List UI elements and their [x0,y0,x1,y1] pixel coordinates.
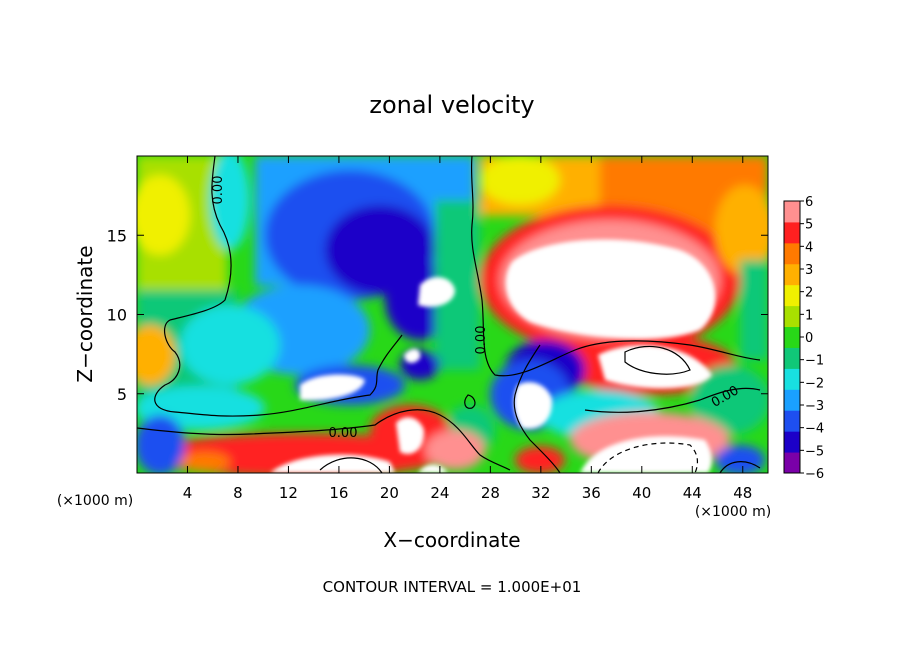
x-tick-label: 20 [380,484,399,502]
colorbar-tick-label: −4 [805,422,824,437]
x-tick-label: 32 [531,484,550,502]
contour-line [513,344,561,473]
colorbar-swatch [784,347,800,369]
contour-line [464,394,476,409]
colorbar-tick-label: 3 [805,263,813,278]
colorbar-swatch [784,305,800,328]
colorbar-tick-label: 4 [805,240,813,255]
contour-line [470,156,761,377]
contour-line [624,345,691,375]
colorbar-swatch [784,242,800,265]
saturated-regions [270,239,716,473]
y-axis-label: Z−coordinate [73,245,97,382]
x-tick-label: 24 [430,484,449,502]
x-tick-label: 4 [183,484,193,502]
colorbar-tick-label: 6 [805,195,813,210]
x-tick-label: 48 [733,484,752,502]
x-tick-label: 12 [279,484,298,502]
colorbar-swatch [784,389,800,411]
x-tick-label: 40 [632,484,651,502]
contour-line [319,457,383,473]
colorbar-tick-label: −1 [805,354,824,369]
colorbar-swatch [784,221,800,244]
colorbar-tick-label: −5 [805,444,824,459]
colorbar-swatch [784,368,800,390]
y-axis: 5 10 15 [107,226,768,404]
x-tick-label: 8 [233,484,243,502]
colorbar-swatch [784,284,800,307]
colorbar-tick-label: 0 [805,331,813,346]
colorbar-tick-label: 1 [805,308,813,323]
x-tick-label: 16 [329,484,348,502]
colorbar-swatch [784,263,800,286]
y-tick-label: 5 [117,385,127,404]
contour-line [137,409,511,471]
x-tick-label: 44 [683,484,702,502]
colorbar-swatch [784,326,800,348]
contour-line [719,461,761,473]
x-axis-label: X−coordinate [383,528,520,552]
x-tick-label: 36 [582,484,601,502]
contour-label: 0.00 [211,176,226,205]
contour-label: 0.00 [474,326,489,355]
y-tick-label: 15 [107,226,127,245]
x-axis: 4 8 12 16 20 24 28 32 36 40 44 48 [183,156,752,502]
y-tick-label: 10 [107,306,127,325]
colorbar: 6 5 4 3 2 1 0 −1 −2 −3 −4 −5 −6 [783,195,824,482]
colorbar-tick-label: −3 [805,399,824,414]
contour-line [584,387,761,413]
contour-line [154,156,403,417]
plot-area: 0.00 0.00 0.00 0.00 [137,156,768,473]
colorbar-tick-label: 5 [805,218,813,233]
contour-interval-note: CONTOUR INTERVAL = 1.000E+01 [323,578,582,596]
colorbar-tick-label: −6 [805,467,824,482]
colorbar-swatch [784,201,800,223]
contour-line [597,442,698,473]
x-unit-label: (×1000 m) [695,504,771,520]
y-unit-label: (×1000 m) [57,493,133,509]
colorbar-swatch [784,452,800,474]
x-tick-label: 28 [481,484,500,502]
colorbar-tick-label: −2 [805,376,824,391]
colorbar-swatch [784,410,800,432]
contour-label: 0.00 [329,426,358,441]
zero-contours [137,156,761,473]
chart-title: zonal velocity [369,91,534,119]
colorbar-tick-label: 2 [805,286,813,301]
colorbar-swatch [784,431,800,453]
